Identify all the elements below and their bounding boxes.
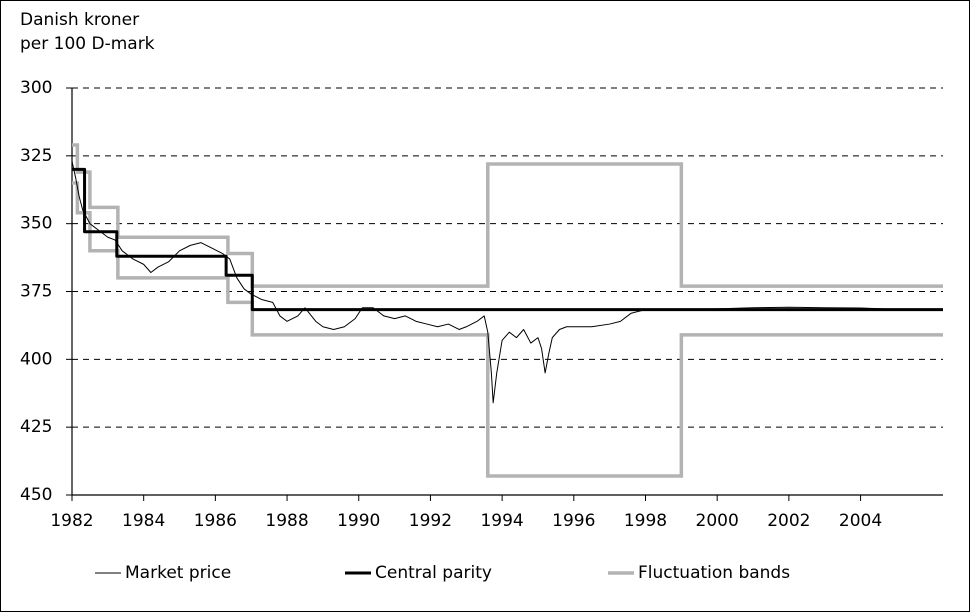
- legend-label: Fluctuation bands: [638, 563, 790, 583]
- y-tick-label: 325: [20, 146, 52, 166]
- y-axis-title: Danish kroner: [20, 10, 139, 30]
- legend-label: Central parity: [375, 563, 492, 583]
- y-tick-label: 375: [20, 282, 52, 302]
- x-tick-label: 1984: [122, 511, 165, 531]
- x-tick-label: 1988: [265, 511, 308, 531]
- x-tick-label: 1996: [552, 511, 595, 531]
- x-tick-label: 1998: [624, 511, 667, 531]
- x-tick-label: 1986: [194, 511, 237, 531]
- y-tick-label: 400: [20, 349, 52, 369]
- x-tick-label: 2002: [767, 511, 810, 531]
- x-tick-label: 1990: [337, 511, 380, 531]
- parity-line: [72, 167, 943, 312]
- y-tick-label: 350: [20, 214, 52, 234]
- legend-label: Market price: [125, 563, 231, 583]
- x-tick-label: 2000: [696, 511, 739, 531]
- y-tick-label: 450: [20, 485, 52, 505]
- y-axis-title: per 100 D-mark: [20, 34, 155, 54]
- x-tick-label: 2004: [839, 511, 882, 531]
- y-tick-label: 300: [20, 78, 52, 98]
- market-line: [71, 161, 944, 404]
- y-tick-label: 425: [20, 417, 52, 437]
- x-tick-label: 1992: [409, 511, 452, 531]
- x-tick-label: 1994: [480, 511, 523, 531]
- x-tick-label: 1982: [50, 511, 93, 531]
